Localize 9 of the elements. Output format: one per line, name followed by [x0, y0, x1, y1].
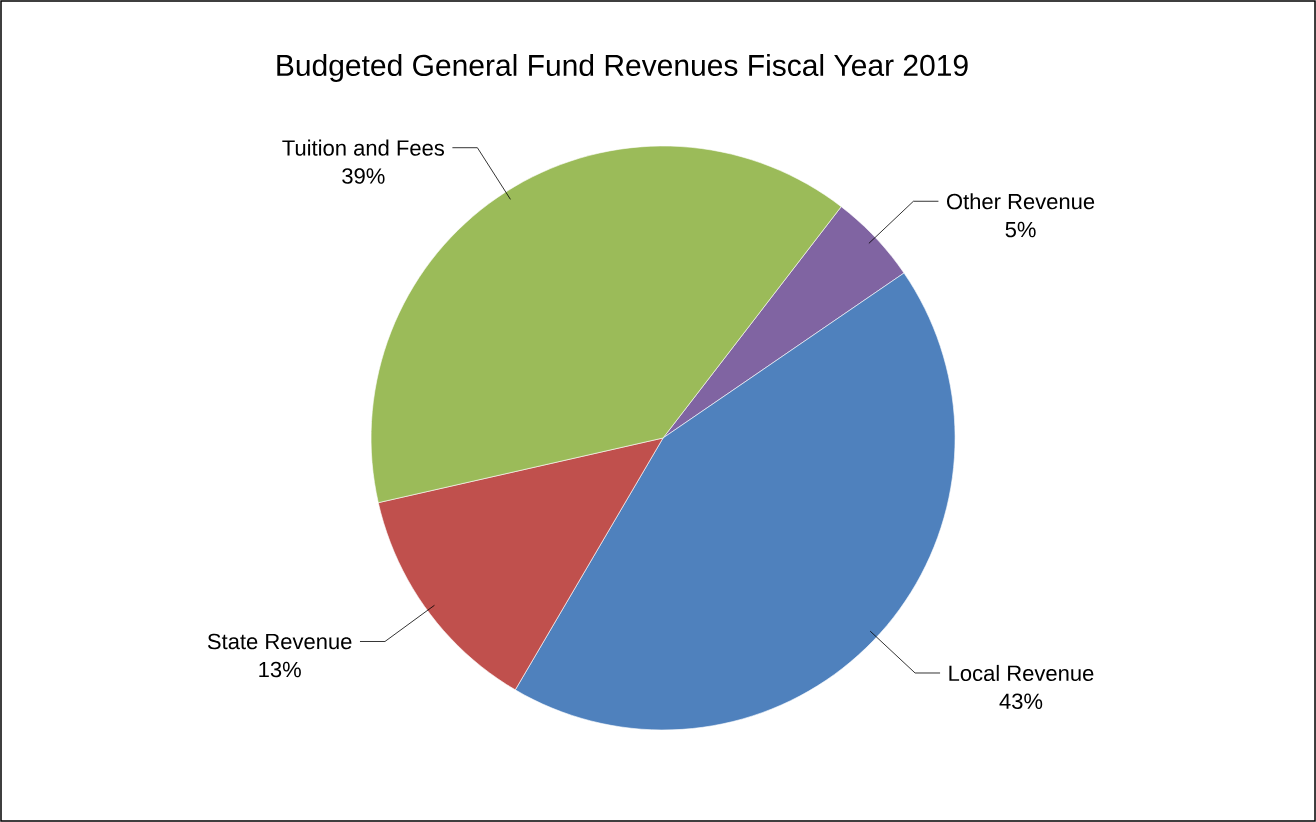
- data-label: 39%: [342, 168, 385, 184]
- slice-label: Tuition and Fees: [282, 139, 445, 156]
- chart-title: Budgeted General Fund Revenues Fiscal Year 2019: [277, 54, 968, 82]
- data-label: 13%: [259, 661, 301, 678]
- slice-label: Local Revenue: [949, 664, 1094, 682]
- slice-label: Other Revenue: [946, 193, 1095, 210]
- data-label: 5%: [1005, 221, 1036, 238]
- data-label: 43%: [999, 693, 1043, 710]
- slice-label: State Revenue: [207, 633, 352, 650]
